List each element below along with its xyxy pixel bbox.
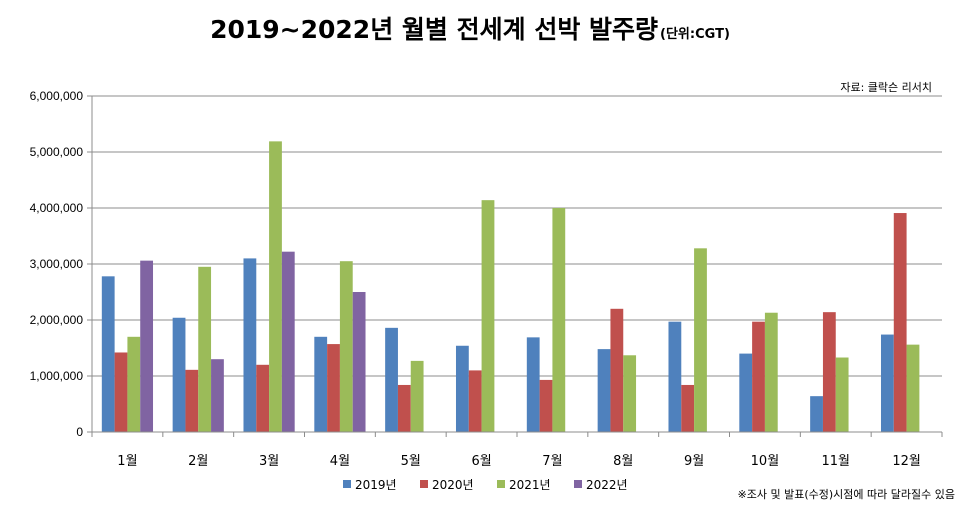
bar (694, 248, 707, 432)
y-tick-label: 5,000,000 (30, 145, 84, 159)
y-tick-label: 6,000,000 (30, 89, 84, 103)
bar (140, 260, 154, 432)
bar (906, 344, 920, 432)
y-tick-label: 4,000,000 (30, 201, 84, 215)
bar (681, 384, 695, 432)
x-tick-label: 9월 (684, 454, 704, 469)
bar (339, 261, 353, 432)
bar (314, 336, 328, 432)
bar (352, 292, 366, 432)
bar (764, 312, 778, 432)
legend-label: 2019년 (355, 478, 397, 492)
gridlines (92, 95, 942, 377)
bar (269, 141, 282, 433)
bar (752, 321, 765, 432)
bar (668, 321, 682, 432)
source-label: 자료: 클락슨 리서치 (840, 81, 932, 94)
bar (243, 258, 257, 432)
bar (880, 334, 894, 432)
bar (893, 213, 907, 432)
x-tick-label: 5월 (401, 454, 421, 469)
chart-title-main: 2019~2022년 월별 전세계 선박 발주량 (210, 15, 658, 44)
bar (397, 384, 411, 432)
chart-unit: (단위:CGT) (660, 26, 730, 42)
bar (114, 352, 128, 432)
bar (468, 370, 482, 432)
bars (101, 141, 920, 433)
y-tick-label: 1,000,000 (30, 369, 84, 383)
bar (539, 379, 553, 432)
bar (455, 345, 469, 432)
bar (739, 353, 753, 432)
bar (281, 251, 295, 432)
bar (127, 336, 141, 432)
legend: 2019년 2020년 2021년 2022년 (343, 478, 628, 492)
footnote: ※조사 및 발표(수정)시점에 따라 달라질수 있음 (738, 488, 955, 501)
bar (211, 359, 224, 432)
legend-swatch (574, 480, 582, 488)
bar (610, 308, 624, 432)
y-axis-ticks: 0 1,000,000 2,000,000 3,000,000 4,000,000 5,0… (30, 89, 92, 439)
chart-title: 2019~2022년 월별 전세계 선박 발주량 (단위:CGT) (210, 15, 730, 44)
bar (327, 344, 340, 432)
legend-swatch (497, 480, 505, 488)
x-tick-label: 10월 (751, 454, 780, 469)
y-tick-label: 3,000,000 (30, 257, 84, 271)
legend-label: 2022년 (586, 478, 628, 492)
x-tick-label: 4월 (330, 454, 350, 469)
x-axis-ticks: 1월 2월 3월 4월 5월 6월 7월 8월 9월 10월 11월 12월 (91, 432, 943, 469)
bar (526, 337, 540, 432)
bar (810, 396, 823, 432)
y-tick-label: 0 (76, 425, 83, 439)
legend-swatch (420, 480, 428, 488)
x-tick-label: 8월 (613, 454, 633, 469)
x-tick-label: 7월 (542, 454, 562, 469)
y-tick-label: 2,000,000 (30, 313, 84, 327)
bar (198, 266, 212, 432)
bar (101, 276, 115, 432)
x-tick-label: 6월 (471, 454, 491, 469)
bar (597, 349, 611, 432)
legend-label: 2020년 (432, 478, 474, 492)
x-tick-label: 11월 (821, 454, 850, 469)
x-tick-label: 12월 (892, 454, 921, 469)
bar (385, 327, 398, 432)
bar (256, 364, 270, 432)
bar (172, 317, 186, 432)
legend-swatch (343, 480, 351, 488)
bar (410, 360, 424, 432)
bar (185, 369, 199, 432)
bar (481, 200, 495, 432)
x-tick-label: 2월 (188, 454, 208, 469)
legend-label: 2021년 (509, 478, 551, 492)
bar (623, 355, 637, 432)
x-tick-label: 3월 (259, 454, 279, 469)
bar (835, 357, 849, 432)
bar (552, 208, 566, 432)
bar (822, 312, 836, 432)
x-tick-label: 1월 (117, 454, 137, 469)
